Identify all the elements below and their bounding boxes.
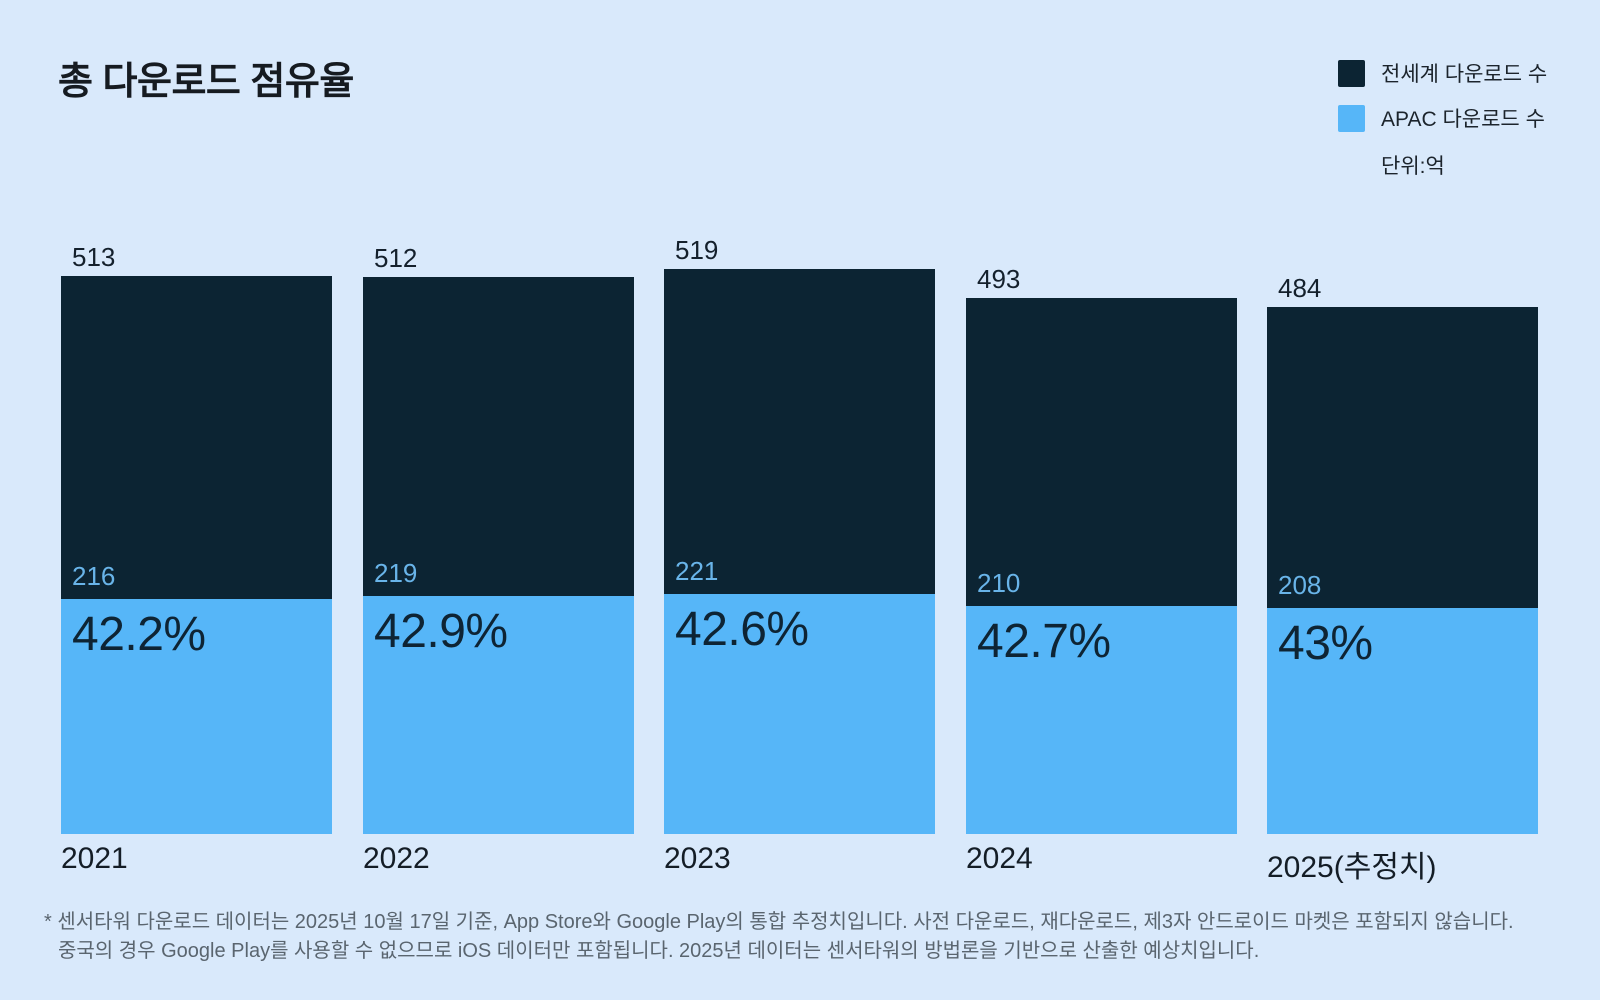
bar-year-label: 2021 [61,842,128,875]
bar-group-2025(추정치): 484 208 43% 2025(추정치) [1267,0,1538,1000]
bar-total-label: 484 [1278,273,1322,303]
bar-apac-label: 219 [374,558,418,588]
bar-apac-share-label: 43% [1278,617,1373,670]
bar-total-label: 512 [374,243,418,273]
footnote-line-1: * 센서타워 다운로드 데이터는 2025년 10월 17일 기준, App S… [44,911,1514,933]
bar-year-label: 2025(추정치) [1267,851,1437,884]
legend-unit-label: 단위:억 [1381,155,1445,178]
bar-year-label: 2023 [664,842,731,875]
bar-total-label: 513 [72,242,116,272]
bar-worldwide-segment: 208 [1267,307,1538,608]
footnote: * 센서타워 다운로드 데이터는 2025년 10월 17일 기준, App S… [44,908,1514,966]
legend-swatch-worldwide [1338,59,1365,87]
legend: 전세계 다운로드 수 APAC 다운로드 수 단위:억 [1338,58,1547,180]
footnote-line-2: 중국의 경우 Google Play를 사용할 수 없으므로 iOS 데이터만 … [58,940,1260,962]
legend-label-worldwide: 전세계 다운로드 수 [1381,63,1548,86]
bar-total-label: 493 [977,264,1021,294]
bar-apac-label: 221 [675,556,719,586]
legend-item-worldwide: 전세계 다운로드 수 [1338,58,1547,88]
bar-apac-label: 216 [72,561,116,591]
bar-group-2023: 519 221 42.6% 2023 [664,0,935,1000]
bar-apac-segment: 42.9% [363,596,634,834]
bar-apac-segment: 42.6% [664,594,935,834]
bar-worldwide-segment: 221 [664,269,935,594]
bar-worldwide-segment: 210 [966,298,1237,606]
bar-year-label: 2022 [363,842,430,875]
chart-title: 총 다운로드 점유율 [58,61,354,103]
bar-apac-segment: 42.7% [966,606,1237,834]
bar-apac-label: 210 [977,568,1021,598]
bar-total-label: 519 [675,235,719,265]
bar-worldwide-segment: 216 [61,276,332,599]
legend-label-apac: APAC 다운로드 수 [1381,108,1545,131]
bar-year-label: 2024 [966,842,1033,875]
bar-apac-segment: 42.2% [61,599,332,834]
bar-group-2024: 493 210 42.7% 2024 [966,0,1237,1000]
bar-apac-share-label: 42.2% [72,608,206,661]
bar-group-2021: 513 216 42.2% 2021 [61,0,332,1000]
legend-swatch-apac [1338,104,1365,132]
bar-worldwide-segment: 219 [363,277,634,596]
bar-apac-share-label: 42.6% [675,603,809,656]
bar-group-2022: 512 219 42.9% 2022 [363,0,634,1000]
bar-apac-segment: 43% [1267,608,1538,834]
legend-item-apac: APAC 다운로드 수 [1338,103,1547,133]
bar-apac-label: 208 [1278,570,1322,600]
bar-apac-share-label: 42.7% [977,615,1111,668]
bar-apac-share-label: 42.9% [374,605,508,658]
